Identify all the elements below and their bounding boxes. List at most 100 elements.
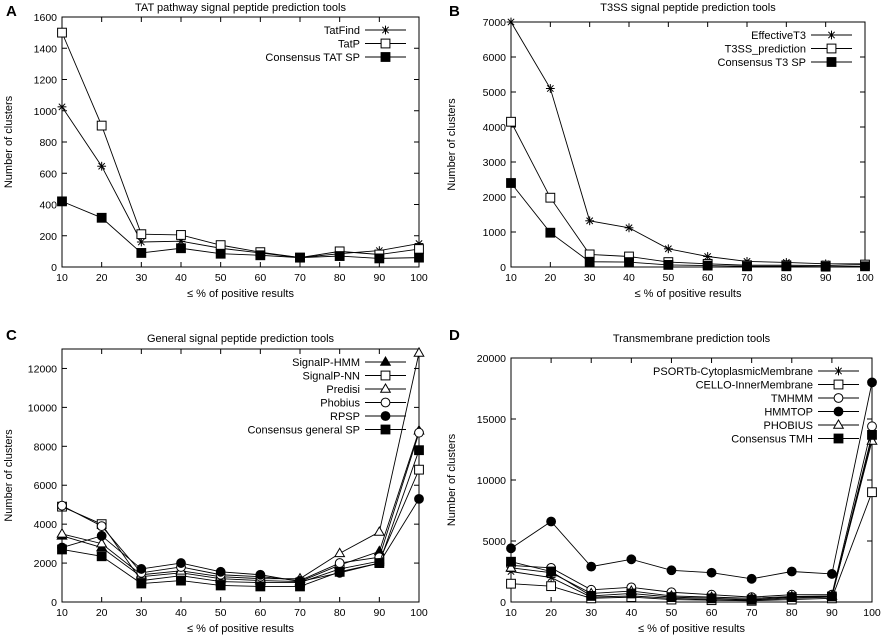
data-point	[866, 434, 878, 445]
data-point	[136, 248, 147, 258]
x-tick-label: 30	[135, 272, 147, 284]
data-point	[97, 161, 107, 171]
data-point	[506, 578, 516, 589]
data-point	[820, 261, 831, 272]
x-tick-label: 100	[863, 607, 881, 619]
y-tick-label: 7000	[483, 17, 507, 29]
y-tick-label: 6000	[483, 52, 507, 64]
series-consensus-general-sp	[57, 445, 424, 592]
x-tick-label: 60	[254, 272, 266, 284]
legend-label: T3SS_prediction	[725, 44, 806, 56]
legend-item-effectivet3: EffectiveT3	[751, 30, 852, 42]
legend-item-psortb-cytoplasmicmembrane: PSORTb-CytoplasmicMembrane	[653, 366, 859, 378]
x-tick-label: 100	[410, 607, 428, 619]
legend-label: EffectiveT3	[751, 30, 806, 42]
x-tick-label: 50	[215, 607, 227, 619]
y-tick-label: 0	[51, 597, 57, 609]
data-point	[624, 223, 634, 233]
data-point	[781, 261, 792, 272]
y-tick-label: 15000	[477, 414, 506, 426]
x-tick-label: 90	[373, 607, 385, 619]
data-point	[96, 521, 107, 532]
x-tick-label: 80	[334, 272, 346, 284]
legend-marker	[380, 397, 391, 408]
series-line	[61, 32, 420, 259]
x-tick-label: 30	[585, 607, 597, 619]
series-line	[61, 352, 420, 580]
legend-label: TatP	[338, 39, 360, 51]
legend-marker	[833, 393, 844, 403]
series-line	[61, 200, 420, 259]
series-tmhmm	[506, 421, 877, 603]
plot-frame	[510, 21, 866, 268]
data-point	[545, 227, 556, 238]
legend: PSORTb-CytoplasmicMembrane CELLO-InnerMem…	[653, 366, 859, 446]
x-tick-label: 90	[820, 272, 832, 284]
data-point	[176, 243, 186, 254]
plot-frame	[61, 348, 420, 603]
y-tick-label: 10000	[477, 475, 506, 487]
legend-marker	[379, 356, 392, 366]
series-tatfind	[57, 102, 424, 263]
chart-title: General signal peptide prediction tools	[147, 333, 335, 345]
legend-marker	[833, 433, 844, 444]
data-point	[413, 346, 425, 357]
data-point	[584, 256, 595, 267]
data-point	[255, 581, 266, 592]
x-tick-label: 10	[505, 607, 517, 619]
data-point	[414, 252, 424, 263]
y-tick-label: 1000	[483, 227, 507, 239]
x-tick-label: 90	[373, 272, 385, 284]
y-tick-label: 10000	[28, 402, 57, 414]
data-point	[96, 530, 107, 541]
data-point	[255, 569, 266, 580]
legend-item-tatfind: TatFind	[324, 25, 406, 37]
x-axis-label: ≤ % of positive results	[187, 288, 294, 300]
y-tick-label: 2000	[34, 558, 58, 570]
data-point	[586, 591, 597, 601]
legend-marker	[834, 366, 843, 376]
data-point	[334, 558, 345, 568]
legend-item-tatp: TatP	[338, 39, 406, 51]
x-tick-label: 60	[254, 607, 266, 619]
legend-marker	[832, 419, 845, 429]
legend-item-t3ss-prediction: T3SS_prediction	[725, 44, 852, 56]
series-line	[510, 440, 873, 599]
chart-b: B T3SS signal peptide prediction tools010…	[446, 2, 874, 300]
legend-marker	[380, 411, 391, 421]
chart-title: T3SS signal peptide prediction tools	[600, 2, 776, 14]
plot-frame	[510, 357, 873, 603]
y-tick-label: 1000	[34, 106, 58, 118]
data-point	[56, 527, 68, 538]
legend-item-phobius: Phobius	[320, 398, 406, 410]
series-phobius	[505, 434, 878, 603]
y-axis-label: Number of clusters	[446, 433, 458, 526]
panel-d: D Transmembrane prediction tools 0 5000 1000…	[443, 320, 886, 640]
chart-c: C General signal peptide prediction tools…	[3, 327, 428, 635]
legend-item-signalp-hmm: SignalP-HMM	[292, 356, 406, 369]
y-tick-label: 0	[500, 262, 506, 274]
series-line	[510, 426, 873, 598]
data-point	[176, 575, 186, 586]
x-tick-label: 40	[175, 607, 187, 619]
series-line	[510, 434, 873, 601]
data-point	[295, 252, 305, 263]
series-hmmtop	[506, 377, 877, 584]
data-point	[826, 569, 837, 579]
data-point	[57, 27, 67, 38]
legend-marker	[826, 43, 837, 54]
x-tick-label: 80	[780, 272, 792, 284]
data-point	[136, 229, 147, 240]
x-tick-label: 70	[294, 272, 306, 284]
series-predisi	[56, 346, 425, 583]
x-axis-label: ≤ % of positive results	[635, 288, 742, 300]
series-line	[510, 182, 866, 268]
data-point	[255, 250, 266, 261]
data-point	[414, 445, 424, 456]
y-axis-label: Number of clusters	[3, 429, 15, 522]
data-point	[215, 580, 226, 591]
x-tick-label: 20	[545, 607, 557, 619]
data-point	[333, 547, 346, 558]
data-point	[746, 594, 757, 605]
